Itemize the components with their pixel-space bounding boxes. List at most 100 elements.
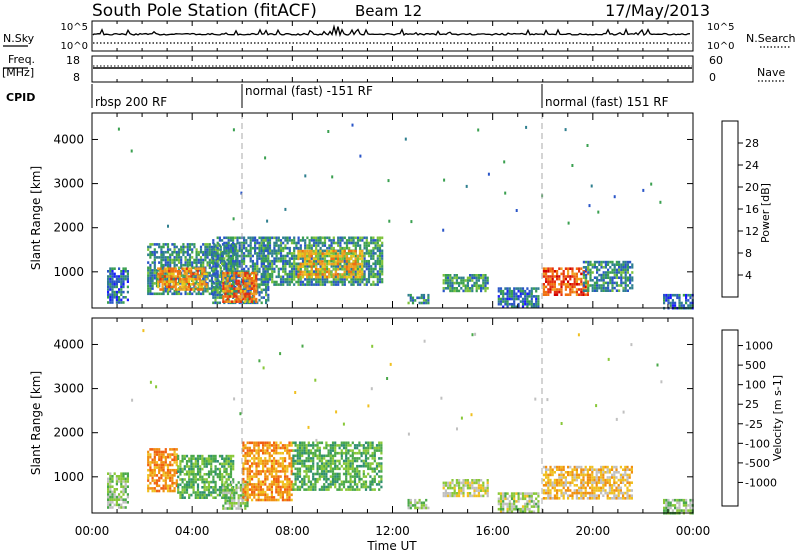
velocity-echo-cell [149,481,152,485]
power-echo-cell [591,263,594,266]
power-echo-cell [244,282,247,285]
power-echo-cell [299,252,302,255]
power-echo-cell [161,280,164,283]
velocity-echo-cell [325,462,328,465]
velocity-echo-cell [242,486,245,489]
velocity-echo-cell [222,489,225,492]
velocity-echo-cell [351,449,354,452]
power-echo-cell [631,286,634,290]
power-echo-cell [650,182,653,186]
power-echo-cell [580,288,583,291]
power-echo-cell [535,287,538,290]
power-echo-cell [268,267,272,271]
velocity-echo-cell [371,444,374,447]
velocity-echo-cell [183,454,186,458]
power-echo-cell [293,239,296,242]
power-echo-cell [262,236,265,240]
power-echo-cell [182,274,185,277]
power-echo-cell [295,262,298,266]
power-echo-cell [149,263,152,267]
power-echo-cell [455,276,458,280]
velocity-echo-cell [486,489,489,492]
power-echo-cell [275,280,278,284]
power-echo-cell [246,292,249,296]
power-echo-cell [299,275,302,279]
power-echo-cell [348,280,351,284]
velocity-echo-cell [175,481,178,485]
velocity-echo-cell [120,506,123,509]
velocity-echo-cell [508,502,511,506]
power-echo-cell [339,252,342,255]
power-echo-cell [301,275,304,279]
power-echo-cell [262,259,265,263]
power-echo-cell [249,239,252,242]
velocity-echo-cell [207,457,211,460]
power-echo-cell [107,293,110,296]
power-echo-cell [253,297,256,301]
power-echo-cell [153,282,156,285]
power-echo-cell [471,279,474,282]
power-echo-cell [206,245,209,249]
velocity-echo-cell [422,501,426,505]
velocity-echo-cell [301,464,304,468]
velocity-echo-cell [338,446,341,450]
velocity-echo-cell [373,488,376,491]
velocity-echo-cell [255,472,258,476]
power-echo-cell [186,282,189,285]
power-echo-cell [354,254,357,258]
velocity-echo-cell [347,462,350,465]
power-echo-cell [166,256,170,259]
velocity-echo-cell [126,480,129,483]
power-echo-cell [237,287,240,290]
velocity-echo-cell [369,488,372,491]
velocity-echo-cell [477,489,480,492]
velocity-echo-cell [246,451,249,455]
velocity-echo-cell [303,475,306,478]
velocity-echo-cell [362,464,365,468]
power-echo-cell [578,283,581,286]
power-echo-cell [663,293,666,297]
velocity-echo-cell [290,480,293,484]
power-echo-cell [367,267,371,271]
power-echo-cell [158,276,161,280]
power-echo-cell [303,252,307,255]
velocity-echo-cell [277,477,280,481]
power-echo-cell [236,254,239,258]
power-echo-cell [277,275,280,279]
power-echo-cell [258,236,261,240]
power-echo-cell [678,301,681,305]
power-echo-cell [171,292,174,296]
power-echo-cell [253,290,256,293]
power-echo-cell [194,285,197,289]
power-echo-cell [234,280,237,284]
power-echo-cell [306,278,309,281]
power-echo-cell [631,266,634,269]
velocity-echo-cell [373,470,376,473]
power-echo-cell [208,248,211,251]
power-echo-cell [611,263,614,266]
velocity-echo-cell [329,454,332,458]
power-echo-cell [447,281,450,285]
power-echo-cell [370,275,373,279]
velocity-echo-cell [320,467,324,471]
power-echo-cell [537,287,540,290]
power-echo-cell [267,288,270,292]
velocity-echo-cell [358,444,361,447]
power-echo-cell [253,284,256,288]
power-echo-cell [226,295,229,298]
power-echo-cell [624,281,627,285]
power-echo-cell [327,130,330,133]
power-echo-cell [367,244,371,247]
power-echo-cell [120,283,123,286]
power-echo-cell [155,282,159,285]
power-echo-cell [308,280,311,284]
velocity-echo-cell [164,455,167,459]
velocity-echo-cell [281,462,284,465]
velocity-echo-cell [331,446,335,450]
velocity-echo-cell [118,503,121,507]
velocity-echo-cell [513,494,516,498]
power-echo-cell [480,276,483,280]
power-echo-cell [214,296,217,299]
power-echo-cell [271,272,274,276]
